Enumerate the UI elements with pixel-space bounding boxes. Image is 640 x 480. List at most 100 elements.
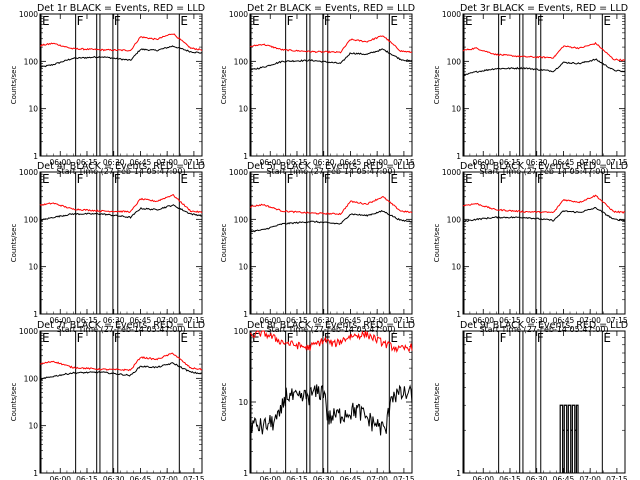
x-tick-label: 06:45 (130, 475, 152, 480)
event-label: F (287, 172, 294, 186)
y-tick-label: 1000 (442, 10, 461, 19)
x-tick-label: 07:00 (366, 475, 388, 480)
chart-title: Det 8r BLACK = Events, RED = LLD (247, 320, 415, 331)
x-tick-label: 06:45 (340, 475, 362, 480)
chart-panel-9: Det 9r BLACK = Events, RED = LLD 1 06:00 06… (433, 320, 628, 480)
y-tick-label: 10 (28, 105, 38, 114)
x-tick-label: 06:15 (499, 475, 521, 480)
chart-title: Det 9r BLACK = Events, RED = LLD (460, 320, 628, 331)
x-tick-label: 06:15 (286, 316, 308, 325)
event-label: E (603, 331, 611, 345)
event-label: E (180, 331, 188, 345)
y-tick-label: 10 (238, 263, 248, 272)
x-tick-label: 07:15 (606, 158, 628, 167)
y-tick-label: 1 (456, 469, 461, 478)
event-label: E (42, 172, 50, 186)
event-label: E (252, 172, 260, 186)
x-tick-label: 06:00 (472, 316, 494, 325)
x-tick-label: 07:00 (579, 316, 601, 325)
y-tick-label: 10 (451, 105, 461, 114)
chart-panel-5: Det 5r BLACK = Events, RED = LLD 1 10 100 10… (220, 161, 415, 334)
x-tick-label: 06:30 (526, 475, 548, 480)
chart-title: Det 7r BLACK = Events, RED = LLD (37, 320, 205, 331)
x-tick-label: 06:45 (553, 316, 575, 325)
x-tick-label: 07:15 (606, 316, 628, 325)
y-tick-label: 100 (234, 57, 249, 66)
series-line-events (249, 384, 413, 436)
series-line-events (39, 204, 203, 222)
y-tick-label: 1 (33, 152, 38, 161)
event-label: F (287, 331, 294, 345)
plot-frame (39, 13, 203, 157)
y-axis-label: Counts/sec (220, 224, 228, 263)
chart-panel-8: Det 8r BLACK = Events, RED = LLD 1 10 100 06… (220, 320, 415, 480)
event-label: F (77, 14, 84, 28)
y-tick-label: 10 (451, 263, 461, 272)
event-label: F (500, 331, 507, 345)
y-axis-label: Counts/sec (10, 224, 18, 263)
event-label: F (77, 172, 84, 186)
x-tick-label: 07:15 (393, 158, 415, 167)
y-axis-label: Counts/sec (433, 383, 441, 422)
chart-panel-4: Det 4r BLACK = Events, RED = LLD 1 10 100 10… (10, 161, 205, 334)
series-line-lld (39, 33, 203, 52)
event-label: F (77, 331, 84, 345)
x-tick-label: 06:30 (526, 316, 548, 325)
x-tick-label: 06:00 (472, 158, 494, 167)
x-tick-label: 07:15 (393, 475, 415, 480)
chart-title: Det 3r BLACK = Events, RED = LLD (460, 3, 628, 14)
y-tick-label: 100 (24, 374, 39, 383)
series-line-lld (39, 352, 203, 372)
plot-frame (462, 330, 626, 474)
chart-title: Det 1r BLACK = Events, RED = LLD (37, 3, 205, 14)
x-tick-label: 06:00 (49, 158, 71, 167)
x-tick-label: 07:15 (183, 158, 205, 167)
x-tick-label: 07:00 (156, 158, 178, 167)
y-tick-label: 1000 (442, 168, 461, 177)
event-label: E (390, 172, 398, 186)
y-axis-label: Counts/sec (10, 383, 18, 422)
chart-panel-7: Det 7r BLACK = Events, RED = LLD 1 10 100 10… (10, 320, 205, 480)
y-tick-label: 10 (28, 263, 38, 272)
x-tick-label: 06:15 (76, 316, 98, 325)
x-tick-label: 06:45 (340, 158, 362, 167)
chart-title: Det 2r BLACK = Events, RED = LLD (247, 3, 415, 14)
chart-panel-1: Det 1r BLACK = Events, RED = LLD 1 10 100 10… (10, 3, 205, 176)
x-tick-label: 07:00 (366, 158, 388, 167)
x-axis-label: Start Time (27-Feb-14 05:47:00) (266, 325, 395, 334)
y-tick-label: 100 (234, 327, 249, 336)
plot-frame (39, 330, 203, 474)
x-tick-label: 06:15 (76, 158, 98, 167)
event-label: E (465, 14, 473, 28)
event-label: E (252, 331, 260, 345)
plot-frame (249, 171, 413, 315)
event-label: F (500, 172, 507, 186)
y-tick-label: 1 (456, 152, 461, 161)
series-line-events (39, 45, 203, 68)
series-line-lld (249, 35, 413, 54)
x-tick-label: 07:15 (183, 475, 205, 480)
series-line-events (462, 206, 626, 223)
event-label: E (390, 14, 398, 28)
x-tick-label: 06:30 (313, 475, 335, 480)
series-line-lld (462, 41, 626, 62)
chart-panel-2: Det 2r BLACK = Events, RED = LLD 1 10 100 10… (220, 3, 415, 176)
event-label: E (180, 172, 188, 186)
series-line-lld (39, 194, 203, 214)
chart-title: Det 5r BLACK = Events, RED = LLD (247, 161, 415, 172)
event-label: E (252, 14, 260, 28)
series-line-lld (462, 194, 626, 214)
x-tick-label: 06:15 (499, 316, 521, 325)
x-tick-label: 06:45 (553, 475, 575, 480)
x-tick-label: 06:00 (259, 158, 281, 167)
y-tick-label: 1000 (19, 327, 38, 336)
x-tick-label: 06:00 (259, 475, 281, 480)
x-tick-label: 06:00 (49, 475, 71, 480)
x-tick-label: 07:00 (156, 316, 178, 325)
y-tick-label: 100 (447, 57, 462, 66)
y-tick-label: 1000 (19, 168, 38, 177)
x-tick-label: 06:00 (49, 316, 71, 325)
y-tick-label: 100 (24, 215, 39, 224)
x-tick-label: 07:15 (393, 316, 415, 325)
